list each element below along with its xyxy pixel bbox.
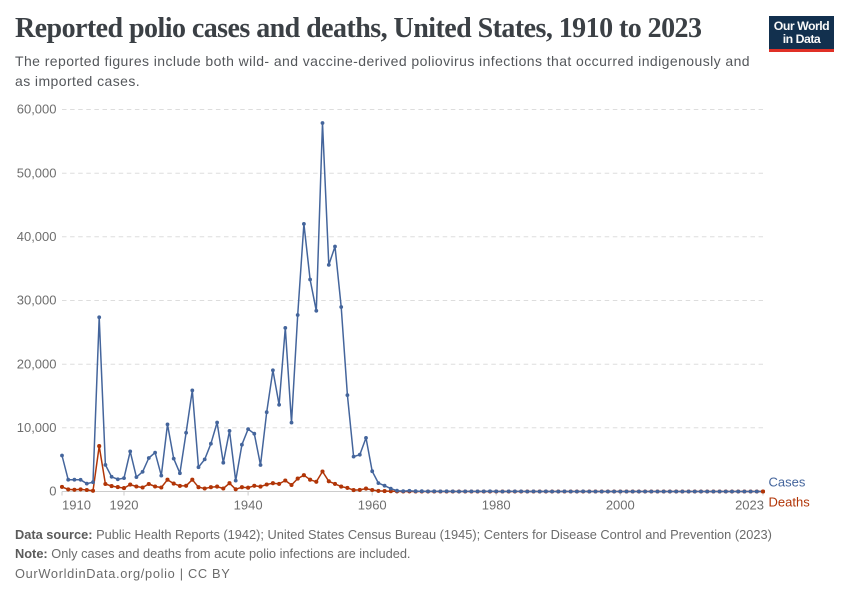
svg-text:1910: 1910	[62, 498, 91, 513]
svg-text:2000: 2000	[606, 498, 635, 513]
svg-text:20,000: 20,000	[17, 356, 57, 371]
svg-text:1920: 1920	[110, 498, 139, 513]
svg-text:40,000: 40,000	[17, 229, 57, 244]
svg-text:Cases: Cases	[769, 475, 806, 490]
svg-text:0: 0	[49, 484, 56, 499]
svg-text:1940: 1940	[234, 498, 263, 513]
svg-text:1980: 1980	[482, 498, 511, 513]
svg-text:2023: 2023	[735, 498, 764, 513]
svg-text:50,000: 50,000	[17, 165, 57, 180]
svg-text:1960: 1960	[358, 498, 387, 513]
svg-text:60,000: 60,000	[17, 102, 57, 117]
svg-text:30,000: 30,000	[17, 293, 57, 308]
svg-text:10,000: 10,000	[17, 420, 57, 435]
svg-text:Deaths: Deaths	[769, 495, 811, 510]
